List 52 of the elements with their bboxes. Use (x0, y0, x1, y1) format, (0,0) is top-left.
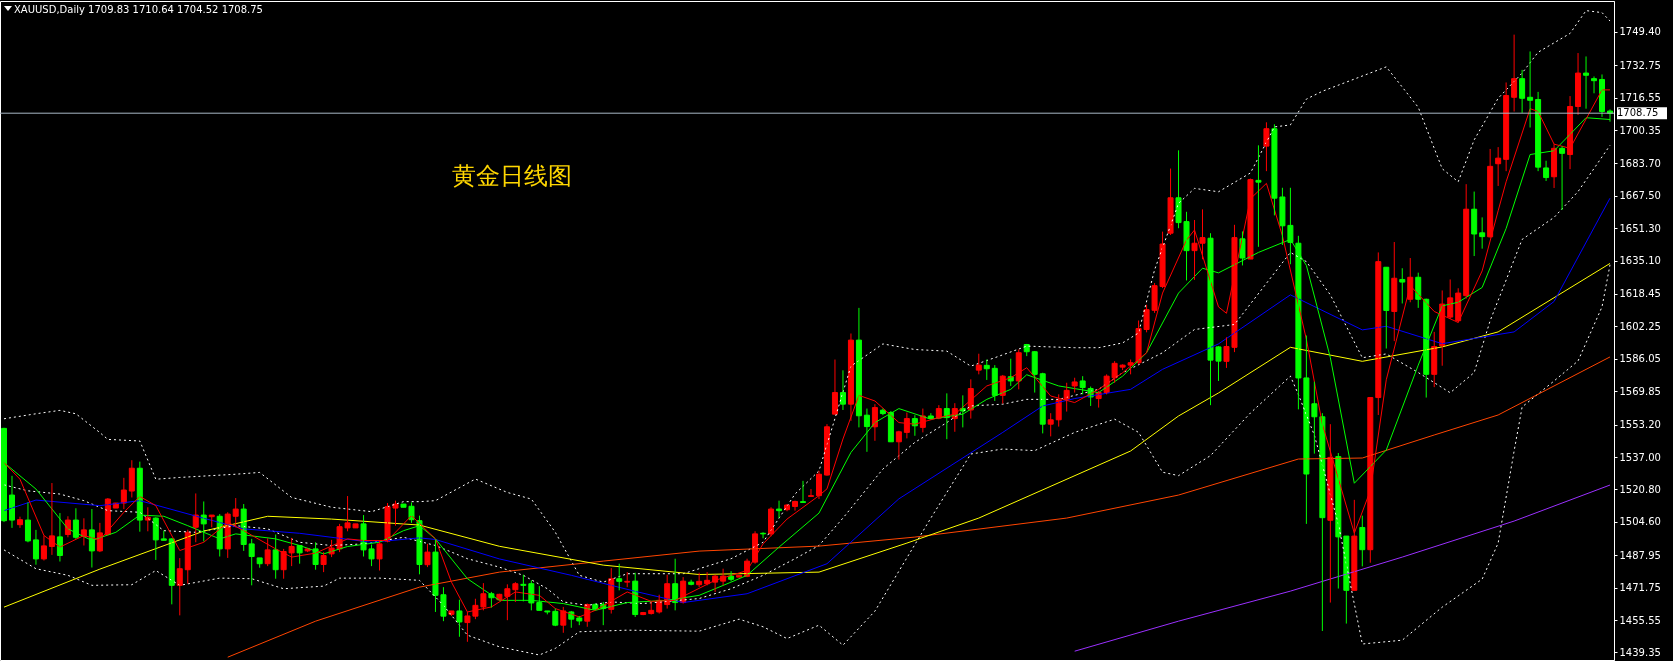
candlestick (1247, 178, 1254, 260)
candlestick (320, 551, 327, 573)
candlestick (576, 615, 583, 626)
candlestick (312, 541, 319, 571)
candlestick (975, 353, 982, 375)
y-tick-label: 1651.30 (1619, 222, 1661, 234)
y-tick-label: 1667.50 (1619, 190, 1661, 202)
candlestick (808, 488, 814, 497)
annotation: 黄金日线图 (452, 162, 572, 190)
candlestick (376, 539, 383, 572)
candlestick (256, 557, 263, 569)
candlestick (1327, 423, 1334, 604)
line-series (1074, 484, 1611, 652)
y-tick-label: 1537.00 (1619, 451, 1661, 463)
y-tick-label: 1586.05 (1619, 353, 1661, 365)
candlestick (208, 514, 215, 528)
y-tick-label: 1683.70 (1619, 157, 1661, 169)
candlestick (1047, 412, 1054, 437)
y-tick-label: 1700.35 (1619, 124, 1661, 136)
candlestick (544, 610, 551, 615)
candlestick (1399, 267, 1406, 304)
candlestick (1255, 144, 1262, 248)
chart-title: XAUUSD,Daily 1709.83 1710.64 1704.52 1708.75 (14, 4, 263, 15)
y-tick-label: 1602.25 (1619, 320, 1661, 332)
candlestick (1071, 377, 1078, 394)
candlestick (1263, 121, 1270, 172)
y-tick-label: 1732.75 (1619, 59, 1661, 71)
y-tick-label: 1439.35 (1619, 646, 1661, 658)
y-tick-label: 1635.10 (1619, 255, 1661, 267)
candlestick (160, 530, 167, 541)
y-tick-label: 1504.60 (1619, 516, 1661, 528)
candlestick (800, 480, 806, 503)
y-tick-label: 1520.80 (1619, 483, 1661, 495)
y-tick-label: 1618.45 (1619, 288, 1661, 300)
candlestick (624, 571, 631, 588)
ref-line-label: 1708.75 (1617, 107, 1659, 119)
y-tick-label: 1471.75 (1619, 582, 1661, 594)
y-tick-label: 1487.95 (1619, 549, 1661, 561)
y-tick-label: 1716.55 (1619, 92, 1661, 104)
candlestick (456, 599, 463, 638)
candlestick (296, 545, 303, 565)
candlestick (736, 574, 743, 578)
candlestick (1167, 168, 1174, 236)
candlestick (232, 497, 239, 528)
y-tick-label: 1553.20 (1619, 419, 1661, 431)
y-tick-label: 1749.40 (1619, 26, 1661, 38)
candlestick (424, 543, 431, 568)
line-series (227, 356, 1611, 658)
candlestick (304, 547, 311, 553)
candlestick (616, 563, 623, 591)
y-tick-label: 1569.85 (1619, 385, 1661, 397)
y-tick-label: 1455.55 (1619, 614, 1661, 626)
